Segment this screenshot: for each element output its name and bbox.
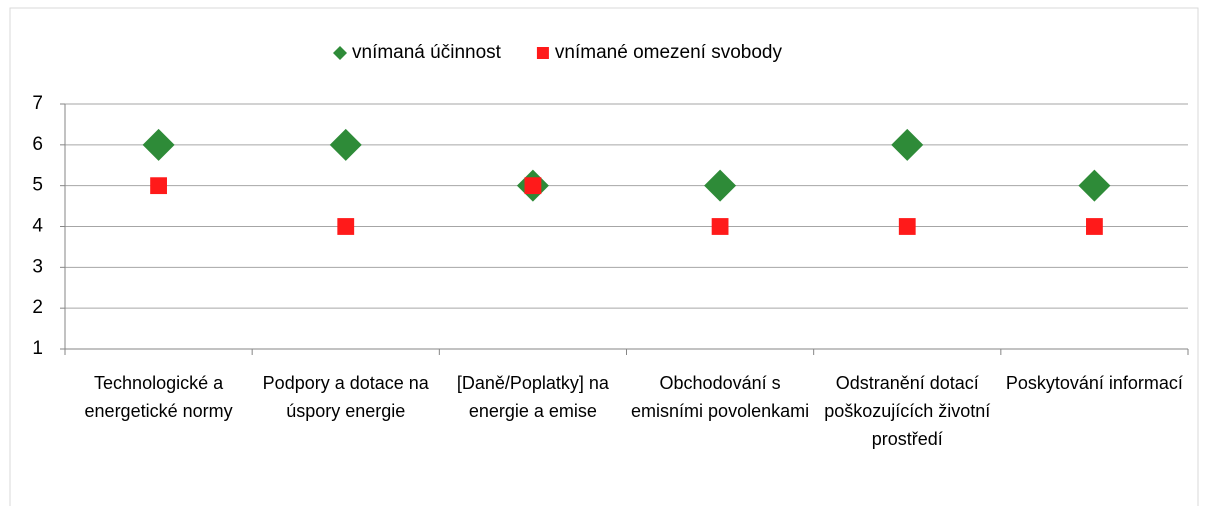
- data-point: [329, 128, 362, 161]
- legend-marker: [536, 47, 549, 59]
- x-tick-label: [Daně/Poplatky] na energie a emise: [456, 373, 609, 421]
- data-point: [150, 177, 167, 195]
- y-tick-label: 2: [32, 297, 43, 318]
- x-tick-label: Poskytování informací: [1005, 373, 1183, 393]
- y-tick-label: 7: [32, 93, 43, 114]
- x-tick-label: Obchodování s emisními povolenkami: [631, 373, 810, 421]
- x-tick-label: Technologické a energetické normy: [84, 373, 233, 421]
- y-tick-label: 3: [32, 256, 43, 277]
- data-point: [704, 169, 737, 202]
- data-point: [1086, 218, 1103, 235]
- y-tick-label: 6: [32, 134, 43, 155]
- data-point: [337, 218, 355, 235]
- y-tick-label: 4: [32, 216, 43, 237]
- x-tick-label: Podpory a dotace na úspory energie: [262, 373, 429, 421]
- data-point: [898, 218, 916, 235]
- x-tick-label: Odstranění dotací poškozujících životní …: [824, 373, 991, 449]
- data-point: [142, 128, 175, 161]
- y-tick-label: 1: [32, 338, 43, 359]
- legend-label: vnímaná účinnost: [352, 42, 502, 63]
- chart-frame: [9, 7, 1199, 506]
- data-point: [1078, 169, 1111, 202]
- y-tick-label: 5: [32, 175, 43, 196]
- data-point: [711, 218, 729, 235]
- data-point: [891, 128, 924, 161]
- legend-marker: [333, 46, 347, 60]
- legend-label: vnímané omezení svobody: [555, 42, 783, 63]
- data-point: [524, 177, 542, 195]
